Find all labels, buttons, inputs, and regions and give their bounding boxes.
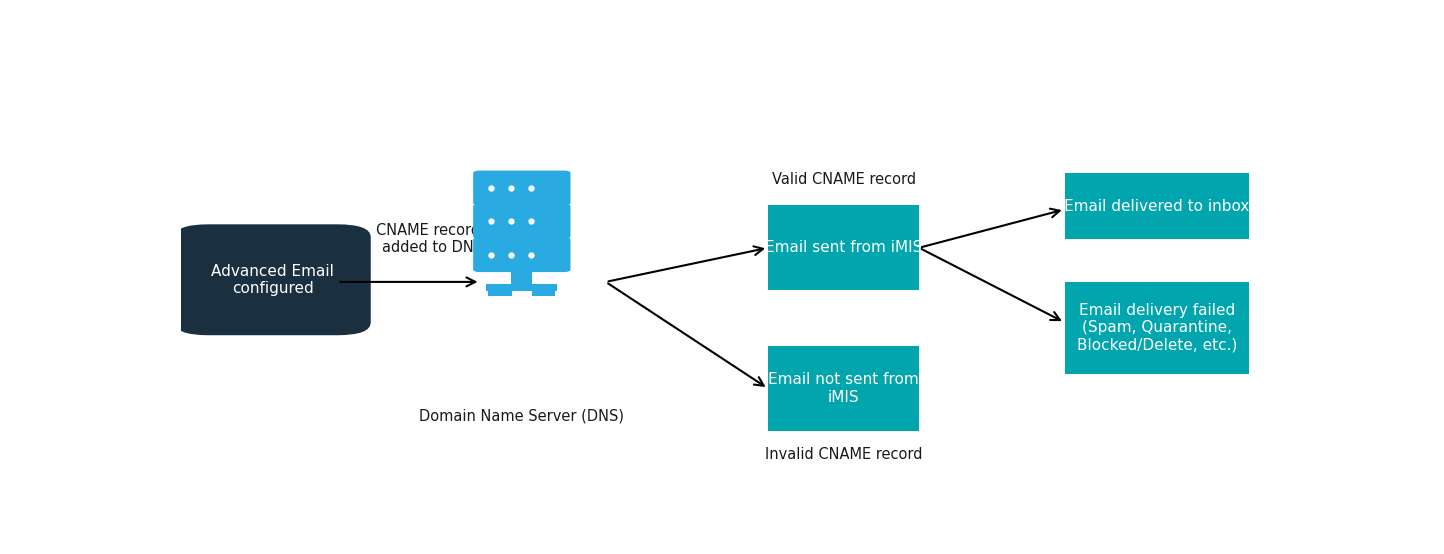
Text: CNAME records
added to DNS: CNAME records added to DNS [377,223,488,255]
FancyBboxPatch shape [474,171,570,206]
Text: Email not sent from
iMIS: Email not sent from iMIS [768,372,918,405]
FancyBboxPatch shape [768,205,920,290]
Bar [488,286,511,296]
FancyBboxPatch shape [474,237,570,272]
FancyBboxPatch shape [474,204,570,239]
Bar [531,286,556,296]
Text: Email sent from iMIS: Email sent from iMIS [765,240,923,255]
Text: Valid CNAME record: Valid CNAME record [771,172,915,187]
Text: Email delivered to inbox: Email delivered to inbox [1064,199,1249,214]
Text: Advanced Email
configured: Advanced Email configured [211,264,334,296]
Text: Domain Name Server (DNS): Domain Name Server (DNS) [419,409,624,424]
Text: Invalid CNAME record: Invalid CNAME record [765,447,923,462]
Bar [511,270,533,286]
FancyBboxPatch shape [175,224,371,335]
Text: Email delivery failed
(Spam, Quarantine,
Blocked/Delete, etc.): Email delivery failed (Spam, Quarantine,… [1077,303,1238,353]
Bar [487,284,557,291]
FancyBboxPatch shape [768,346,920,431]
FancyBboxPatch shape [1064,282,1249,373]
FancyBboxPatch shape [1064,173,1249,239]
